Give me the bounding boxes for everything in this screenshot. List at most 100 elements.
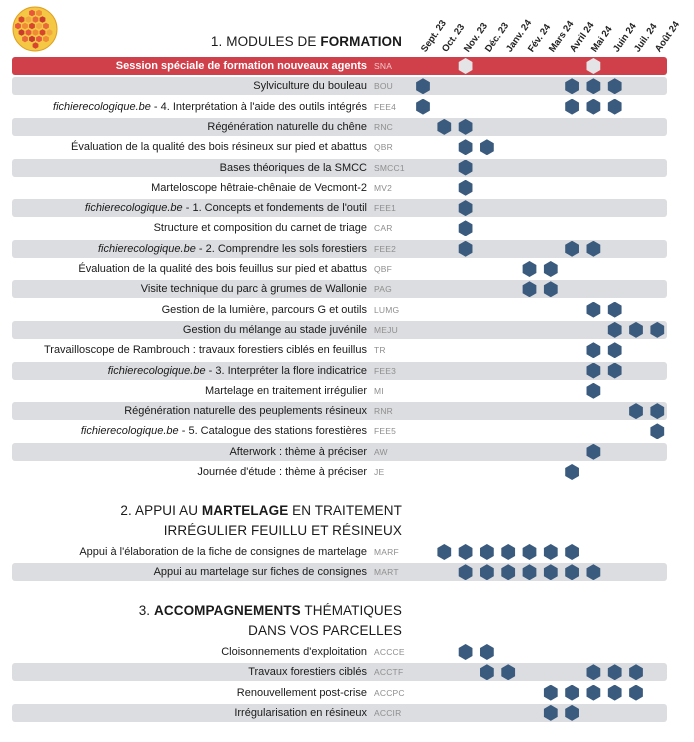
session-hex-icon — [522, 281, 537, 298]
schedule-row: fichierecologique.be - 5. Catalogue des … — [12, 422, 667, 440]
session-hex-icon — [650, 403, 665, 420]
session-hex-icon — [501, 664, 516, 681]
row-label-site: fichierecologique.be — [53, 100, 151, 113]
row-code: PAG — [374, 284, 392, 295]
session-hex-icon — [607, 362, 622, 379]
row-label: Journée d'étude : thème à préciser — [197, 463, 367, 481]
row-label: Travailloscope de Rambrouch : travaux fo… — [44, 341, 367, 359]
session-hex-icon — [629, 664, 643, 681]
row-code: FEE3 — [374, 365, 397, 376]
session-hex-icon — [543, 684, 558, 701]
row-label-site: fichierecologique.be — [80, 425, 179, 438]
session-hex-icon — [458, 644, 473, 660]
row-label: Évaluation de la qualité des bois résine… — [71, 138, 367, 156]
session-hex-icon — [458, 118, 473, 135]
session-hex-icon — [416, 78, 430, 95]
row-code: MARF — [374, 547, 399, 557]
section-title-emphasis: ACCOMPAGNEMENTS — [154, 603, 301, 618]
row-code: JE — [374, 467, 385, 477]
schedule-row: Bases théoriques de la SMCC SMCC1 — [12, 158, 667, 177]
row-label: Sylviculture du bouleau — [253, 77, 367, 95]
row-label: Gestion de la lumière, parcours G et out… — [162, 301, 367, 319]
row-code: RNR — [374, 406, 394, 417]
session-hex-icon — [629, 684, 643, 701]
row-label: Session spéciale de formation nouveaux a… — [116, 57, 367, 75]
schedule-row: Travailloscope de Rambrouch : travaux fo… — [12, 341, 667, 359]
row-label: Visite technique du parc à grumes de Wal… — [141, 280, 367, 298]
schedule-row: Sylviculture du bouleau BOU — [12, 77, 667, 96]
row-label-text: Irrégularisation en résineux — [234, 706, 367, 719]
row-code: QBF — [374, 264, 393, 274]
logo-cell — [18, 16, 25, 23]
row-label-text: Renouvellement post-crise — [236, 686, 367, 699]
logo-cell — [36, 22, 42, 30]
row-label: Travaux forestiers ciblés — [248, 663, 367, 681]
row-label: Appui à l'élaboration de la fiche de con… — [79, 543, 367, 561]
row-label: fichierecologique.be - 4. Interprétation… — [53, 98, 367, 116]
schedule-row: fichierecologique.be - 4. Interprétation… — [12, 98, 667, 116]
row-code: FEE4 — [374, 101, 397, 112]
row-label-site: fichierecologique.be — [107, 364, 206, 377]
logo-cell — [22, 22, 28, 30]
section-title-emphasis: MARTELAGE — [201, 503, 289, 518]
row-label-text: Structure et composition du carnet de tr… — [153, 222, 367, 235]
schedule-row: Journée d'étude : thème à préciser JE — [12, 463, 667, 481]
row-code: LUMG — [374, 304, 400, 315]
section-title: 3. ACCOMPAGNEMENTS THÉMATIQUES — [42, 603, 402, 618]
session-hex-icon — [565, 98, 579, 115]
session-hex-icon — [607, 664, 622, 681]
session-hex-icon — [480, 544, 494, 560]
row-label: Bases théoriques de la SMCC — [220, 159, 367, 177]
row-label: Régénération naturelle du chêne — [207, 118, 367, 136]
session-hex-icon — [543, 281, 558, 298]
session-hex-icon — [458, 240, 473, 257]
session-hex-icon — [458, 564, 473, 581]
schedule-row: Structure et composition du carnet de tr… — [12, 219, 667, 237]
session-hex-icon — [458, 544, 473, 560]
session-hex-icon — [437, 544, 452, 560]
row-label-text: - 4. Interprétation à l'aide des outils … — [150, 100, 367, 113]
logo-cell — [32, 42, 39, 49]
session-hex-icon — [458, 139, 473, 156]
logo-cell — [36, 35, 42, 43]
row-code: FEE5 — [374, 426, 397, 437]
session-hex-icon — [586, 301, 601, 318]
row-code: FEE1 — [374, 203, 397, 214]
section-title-suffix: THÉMATIQUES — [300, 603, 402, 618]
section-title-prefix: 3. — [138, 603, 155, 618]
section-title-prefix: 1. MODULES DE — [210, 34, 321, 49]
row-label: Afterwork : thème à préciser — [229, 443, 367, 461]
schedule-row: Régénération naturelle du chêne RNC — [12, 117, 667, 136]
schedule-row: Travaux forestiers ciblés ACCTF — [12, 663, 667, 682]
section-title-line2: IRRÉGULIER FEUILLU ET RÉSINEUX — [163, 523, 402, 538]
row-label: Martelage en traitement irrégulier — [205, 382, 367, 400]
schedule-row: Évaluation de la qualité des bois feuill… — [12, 260, 667, 278]
row-label: fichierecologique.be - 1. Concepts et fo… — [85, 199, 367, 217]
row-label-text: Visite technique du parc à grumes de Wal… — [140, 283, 367, 296]
row-code: SMCC1 — [374, 162, 405, 173]
logo-cell — [43, 35, 49, 43]
row-label-text: - 3. Interpréter la flore indicatrice — [205, 364, 367, 377]
row-label-text: Appui à l'élaboration de la fiche de con… — [79, 546, 367, 558]
schedule-row: fichierecologique.be - 3. Interpréter la… — [12, 361, 667, 380]
logo-cell — [29, 35, 35, 43]
session-hex-icon — [522, 544, 537, 560]
session-hex-icon — [586, 58, 601, 74]
row-label-text: - 5. Catalogue des stations forestières — [178, 425, 367, 438]
row-code: RNC — [374, 121, 394, 132]
row-code: FEE2 — [374, 243, 397, 254]
schedule-row: Appui au martelage sur fiches de consign… — [12, 563, 667, 582]
row-code: MEJU — [374, 324, 398, 335]
schedule-row: Cloisonnements d'exploitation ACCCE — [12, 643, 667, 661]
row-label-text: - 2. Comprendre les sols forestiers — [195, 242, 367, 255]
row-label: Marteloscope hêtraie-chênaie de Vecmont-… — [151, 179, 367, 197]
logo-cell — [32, 16, 39, 23]
row-code: MART — [374, 567, 399, 578]
row-label-site: fichierecologique.be — [84, 202, 183, 215]
session-hex-icon — [437, 118, 452, 135]
logo-cell — [39, 16, 46, 23]
row-code: ACCPC — [374, 687, 405, 698]
session-hex-icon — [565, 464, 579, 480]
row-label-site: fichierecologique.be — [97, 242, 196, 255]
logo-cell — [46, 29, 53, 36]
